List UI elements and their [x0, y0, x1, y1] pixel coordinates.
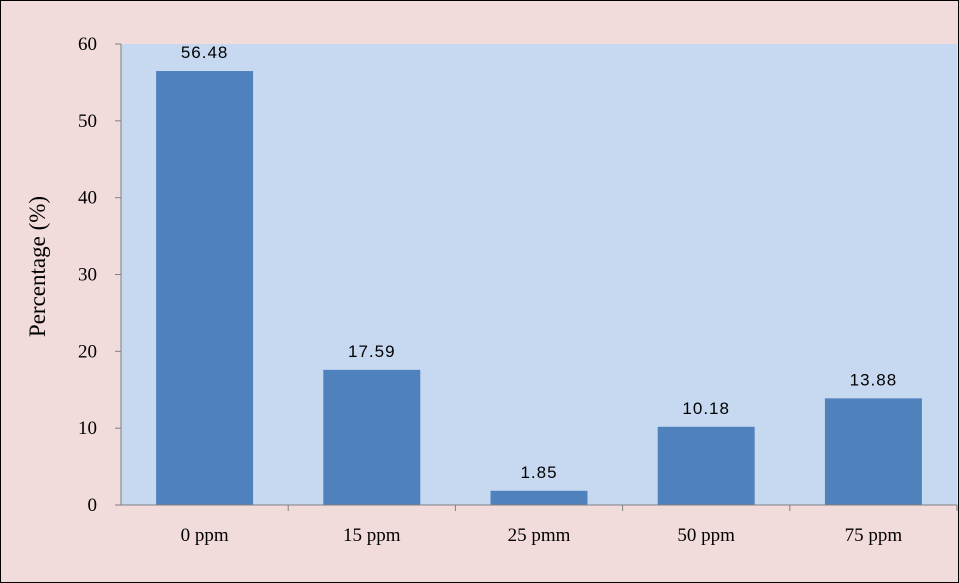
x-tick-label: 15 ppm: [343, 525, 401, 546]
data-label: 56.48: [181, 43, 229, 62]
data-label: 1.85: [520, 463, 557, 482]
x-tick-label: 25 pmm: [508, 525, 571, 546]
y-tick-label: 0: [88, 495, 98, 516]
y-tick-label: 20: [78, 341, 97, 362]
x-axis-ticks: 0 ppm 15 ppm 25 pmm 50 ppm 75 ppm: [181, 505, 958, 546]
bar: [824, 398, 922, 505]
y-tick-label: 60: [78, 34, 97, 55]
data-label: 13.88: [850, 370, 898, 389]
y-tick-label: 40: [78, 188, 97, 209]
plot-area: [121, 44, 957, 505]
bar: [490, 490, 588, 505]
bar-series: [156, 71, 922, 505]
x-tick-label: 0 ppm: [181, 525, 229, 546]
data-labels: 56.48 17.59 1.85 10.18 13.88: [181, 43, 898, 482]
bar: [156, 71, 254, 505]
y-tick-label: 30: [78, 265, 97, 286]
x-tick-label: 75 ppm: [845, 525, 903, 546]
bar: [657, 426, 755, 505]
y-axis-ticks: 0 10 20 30 40 50 60: [78, 34, 121, 516]
bar: [323, 369, 421, 505]
data-label: 17.59: [348, 342, 396, 361]
x-tick-label: 50 ppm: [677, 525, 735, 546]
y-axis-title: Percentage (%): [25, 196, 50, 337]
y-tick-label: 50: [78, 111, 97, 132]
data-label: 10.18: [682, 399, 730, 418]
y-tick-label: 10: [78, 418, 97, 439]
